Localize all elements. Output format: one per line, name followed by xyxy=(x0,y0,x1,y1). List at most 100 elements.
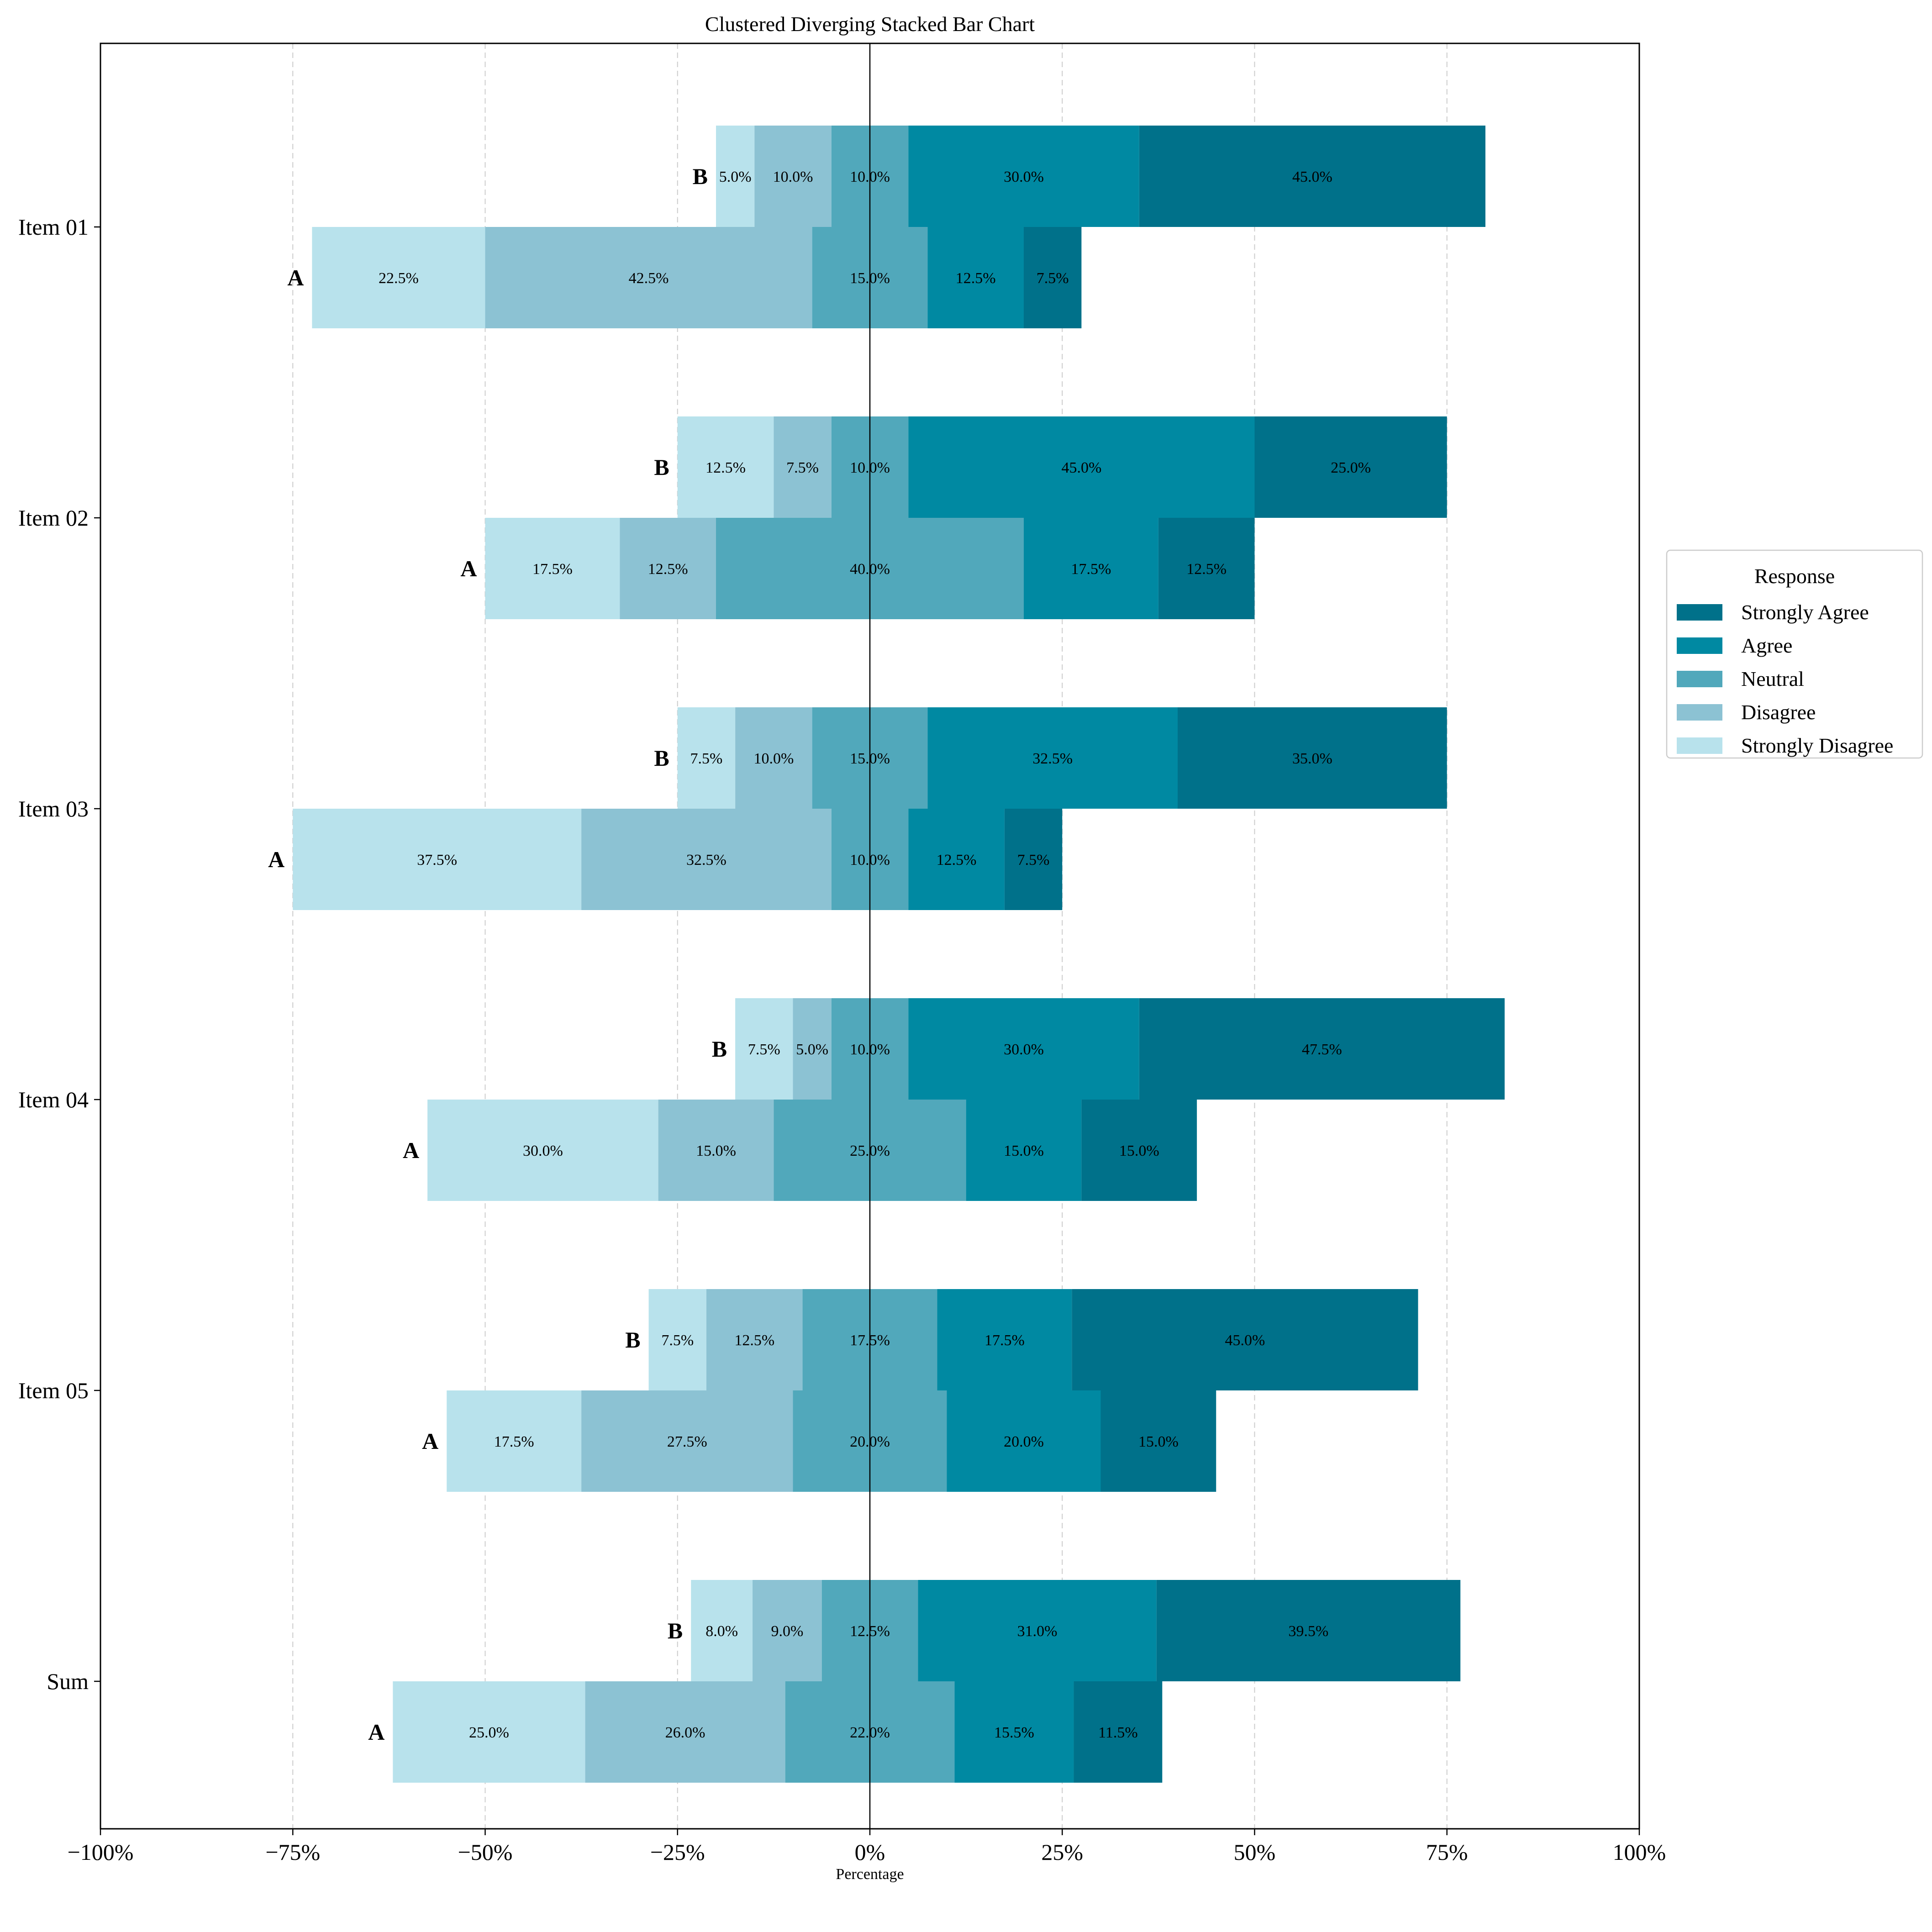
bar-segment-sum-b-strongly-agree xyxy=(1156,1580,1461,1681)
bar-segment-item-02-a-strongly-agree xyxy=(1158,518,1255,619)
bar-value-label: 30.0% xyxy=(1004,1041,1044,1058)
bar-segment-item-02-a-strongly-disagree xyxy=(485,518,620,619)
bar-value-label: 30.0% xyxy=(523,1142,563,1159)
bar-value-label: 8.0% xyxy=(705,1623,738,1640)
x-axis-label: Percentage xyxy=(836,1866,904,1883)
bar-value-label: 7.5% xyxy=(1037,270,1069,287)
bar-segment-item-02-b-strongly-agree xyxy=(1254,416,1447,518)
bar-value-label: 15.0% xyxy=(1119,1142,1159,1159)
bar-value-label: 12.5% xyxy=(937,852,977,869)
bar-value-label: 42.5% xyxy=(629,270,669,287)
bar-segment-item-05-b-strongly-disagree xyxy=(648,1289,706,1390)
x-tick-label: 0% xyxy=(855,1839,885,1865)
bar-segment-item-05-b-disagree xyxy=(706,1289,803,1390)
bar-value-label: 5.0% xyxy=(719,168,752,185)
bar-segment-item-05-a-agree xyxy=(947,1390,1101,1492)
x-tick-label: −25% xyxy=(650,1839,705,1865)
bar-segment-item-04-a-strongly-disagree xyxy=(427,1100,658,1201)
bar-value-label: 15.5% xyxy=(994,1724,1034,1741)
legend: Response Strongly Agree Agree Neutral Disag… xyxy=(1666,549,1923,759)
bar-segment-item-01-b-disagree xyxy=(754,126,832,227)
bar-segment-item-02-b-disagree xyxy=(774,416,832,518)
bar-segment-sum-b-strongly-disagree xyxy=(691,1580,753,1681)
bar-value-label: 27.5% xyxy=(667,1433,707,1450)
bar-segment-sum-b-agree xyxy=(918,1580,1157,1681)
group-label-a: A xyxy=(460,556,477,581)
group-label-b: B xyxy=(654,745,669,771)
bar-segment-item-01-b-strongly-disagree xyxy=(716,126,755,227)
bar-value-label: 25.0% xyxy=(469,1724,509,1741)
group-label-b: B xyxy=(625,1327,640,1353)
bar-value-label: 10.0% xyxy=(753,750,794,767)
bar-segment-item-03-a-disagree xyxy=(581,809,832,910)
bar-value-label: 12.5% xyxy=(1186,561,1227,578)
legend-label: Disagree xyxy=(1741,700,1816,724)
bar-value-label: 32.5% xyxy=(686,852,726,869)
bar-segment-item-03-b-disagree xyxy=(735,707,812,809)
bar-value-label: 17.5% xyxy=(984,1332,1025,1349)
group-label-a: A xyxy=(422,1428,438,1454)
bar-value-label: 30.0% xyxy=(1004,168,1044,185)
group-label-b: B xyxy=(668,1618,683,1643)
bar-segment-item-05-b-agree xyxy=(937,1289,1072,1390)
bar-segment-item-04-a-strongly-agree xyxy=(1081,1100,1197,1201)
bar-segment-item-05-a-disagree xyxy=(581,1390,793,1492)
bar-value-label: 12.5% xyxy=(648,561,688,578)
bar-segment-item-04-b-strongly-disagree xyxy=(735,998,793,1100)
bar-segment-item-01-b-agree xyxy=(908,126,1139,227)
y-tick-label: Item 05 xyxy=(18,1378,89,1403)
bar-segment-item-01-a-agree xyxy=(927,227,1024,328)
bar-segment-item-01-a-strongly-disagree xyxy=(312,227,485,328)
legend-swatch-agree xyxy=(1677,637,1722,654)
x-tick-label: 25% xyxy=(1041,1839,1083,1865)
bar-value-label: 31.0% xyxy=(1017,1623,1058,1640)
bar-value-label: 47.5% xyxy=(1302,1041,1342,1058)
axes: −100% −75% −50% −25% 0% 25% 50% 75% 100% Item 01 I… xyxy=(18,214,1666,1865)
bar-segment-item-03-a-strongly-agree xyxy=(1004,809,1063,910)
bar-segment-item-02-a-disagree xyxy=(620,518,716,619)
bar-value-label: 17.5% xyxy=(1071,561,1111,578)
legend-label: Strongly Disagree xyxy=(1741,734,1893,757)
bar-segment-item-03-a-strongly-disagree xyxy=(293,809,582,910)
bar-segment-item-01-a-disagree xyxy=(485,227,812,328)
bar-segment-item-05-b-strongly-agree xyxy=(1072,1289,1418,1390)
legend-swatch-strongly-disagree xyxy=(1677,737,1722,754)
bar-segment-item-03-b-agree xyxy=(927,707,1178,809)
x-tick-label: −50% xyxy=(458,1839,513,1865)
bar-segment-sum-a-strongly-disagree xyxy=(393,1681,585,1783)
bar-value-label: 15.0% xyxy=(1138,1433,1179,1450)
bar-value-label: 20.0% xyxy=(1004,1433,1044,1450)
bar-value-label: 37.5% xyxy=(417,852,457,869)
bar-segment-sum-b-disagree xyxy=(753,1580,822,1681)
x-tick-label: 100% xyxy=(1613,1839,1666,1865)
bar-value-label: 7.5% xyxy=(1017,852,1050,869)
bars: 5.0% 10.0% 10.0% 30.0% 45.0% B 22.5% 42.5% 15.0%… xyxy=(268,126,1505,1783)
legend-label: Neutral xyxy=(1741,667,1804,690)
bar-segment-item-03-b-strongly-disagree xyxy=(677,707,736,809)
x-tick-label: −100% xyxy=(68,1839,134,1865)
bar-value-label: 12.5% xyxy=(956,270,996,287)
bar-segment-item-02-b-agree xyxy=(908,416,1255,518)
bar-segment-item-05-a-strongly-disagree xyxy=(447,1390,582,1492)
bar-value-label: 7.5% xyxy=(748,1041,780,1058)
legend-label: Agree xyxy=(1741,634,1792,657)
bar-value-label: 35.0% xyxy=(1292,750,1332,767)
bar-segment-item-04-a-disagree xyxy=(658,1100,774,1201)
bar-segment-item-03-a-agree xyxy=(908,809,1005,910)
bar-segment-item-02-a-agree xyxy=(1024,518,1158,619)
bar-value-label: 9.0% xyxy=(771,1623,803,1640)
bar-segment-item-03-b-strongly-agree xyxy=(1178,707,1447,809)
y-tick-label: Item 02 xyxy=(18,505,89,531)
y-tick-label: Item 01 xyxy=(18,214,89,240)
bar-segment-sum-a-agree xyxy=(954,1681,1074,1783)
bar-value-label: 15.0% xyxy=(1004,1142,1044,1159)
bar-value-label: 26.0% xyxy=(665,1724,705,1741)
bar-segment-item-04-a-agree xyxy=(966,1100,1082,1201)
bar-segment-item-04-b-disagree xyxy=(793,998,832,1100)
y-tick-label: Item 03 xyxy=(18,796,89,821)
legend-box xyxy=(1666,549,1923,759)
bar-segment-item-04-b-agree xyxy=(908,998,1139,1100)
bar-segment-item-01-a-strongly-agree xyxy=(1024,227,1082,328)
group-label-b: B xyxy=(693,163,708,189)
x-tick-label: 75% xyxy=(1426,1839,1468,1865)
